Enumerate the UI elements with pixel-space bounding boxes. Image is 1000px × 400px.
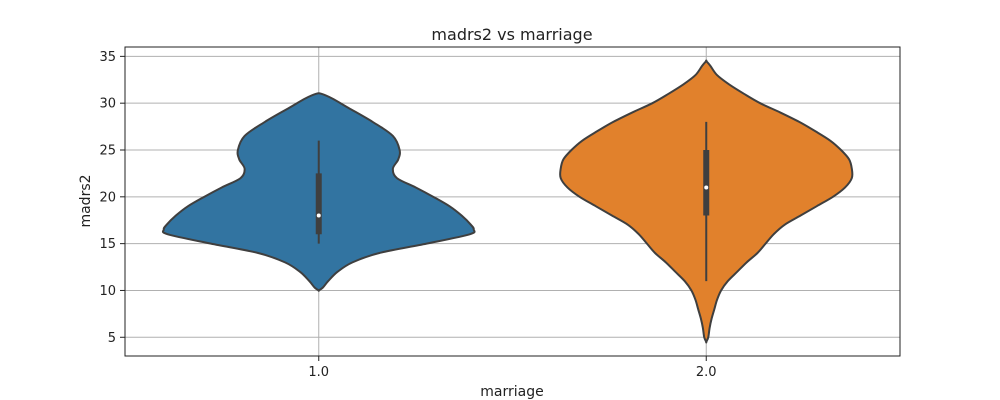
median-dot-1.0 xyxy=(316,213,321,218)
y-tick-label: 10 xyxy=(99,284,116,299)
x-axis-label: marriage xyxy=(480,384,543,400)
x-tick-label: 2.0 xyxy=(696,365,717,380)
plot-frame xyxy=(124,46,901,357)
y-tick-label: 30 xyxy=(99,97,116,112)
y-tick-label: 5 xyxy=(108,331,116,346)
y-tick-label: 35 xyxy=(99,50,116,65)
y-tick-label: 15 xyxy=(99,237,116,252)
y-axis-label: madrs2 xyxy=(78,174,94,227)
chart-title: madrs2 vs marriage xyxy=(431,25,592,44)
y-tick-label: 20 xyxy=(99,190,116,205)
y-tick-label: 25 xyxy=(99,144,116,159)
axes: 5 10 15 20 25 30 35 1.0 2.0 xyxy=(99,46,901,380)
median-dot-2.0 xyxy=(704,185,709,190)
violins xyxy=(161,59,854,344)
x-tick-label: 1.0 xyxy=(308,365,329,380)
